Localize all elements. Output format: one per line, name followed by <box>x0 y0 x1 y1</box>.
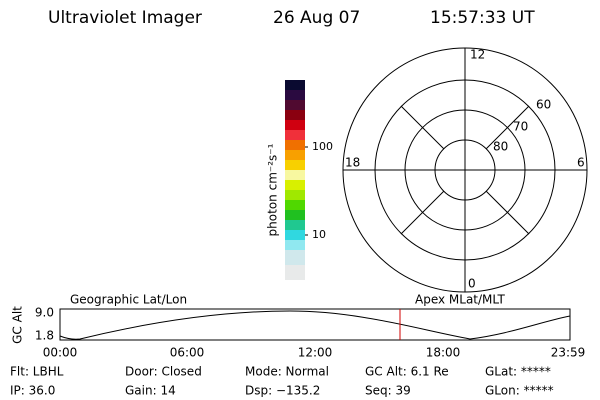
status-field: Door: Closed <box>125 365 202 379</box>
polar-grid: 12 6 18 0 60 70 80 <box>342 47 588 293</box>
plot-title: Apex MLat/MLT <box>415 293 505 307</box>
mlt-label: 18 <box>345 156 360 170</box>
color-swatch <box>285 265 305 280</box>
y-tick-label: 9.0 <box>35 306 54 320</box>
y-label: GC Alt <box>11 306 25 344</box>
mlt-label: 6 <box>577 156 585 170</box>
plot-title: Geographic Lat/Lon <box>70 293 187 307</box>
color-swatch <box>285 170 305 180</box>
colorbar: 100 10 photon cm⁻²s⁻¹ <box>266 80 333 280</box>
x-tick-label: 06:00 <box>170 346 205 360</box>
status-field: Flt: LBHL <box>10 365 64 379</box>
color-swatch <box>285 240 305 250</box>
mlt-label: 12 <box>470 48 485 62</box>
color-swatch <box>285 180 305 190</box>
x-tick-label: 00:00 <box>43 346 78 360</box>
color-swatch <box>285 120 305 130</box>
title: Ultraviolet Imager <box>48 8 202 28</box>
status-field: IP: 36.0 <box>10 384 55 398</box>
status: Flt: LBHL Door: Closed Mode: Normal GC A… <box>10 365 554 398</box>
color-swatch <box>285 90 305 100</box>
status-field: GLat: ***** <box>485 365 551 379</box>
color-swatch <box>285 190 305 200</box>
altitude-curve <box>59 310 571 340</box>
status-field: Dsp: −135.2 <box>245 384 320 398</box>
status-field: Mode: Normal <box>245 365 329 379</box>
y-tick-label: 1.8 <box>35 329 54 343</box>
colorbar-tick: 100 <box>312 140 333 153</box>
date: 26 Aug 07 <box>273 8 360 28</box>
plot-frame <box>59 308 571 341</box>
status-field: GC Alt: 6.1 Re <box>365 365 449 379</box>
color-swatch <box>285 140 305 150</box>
mlt-label: 0 <box>468 277 476 291</box>
spoke <box>400 190 445 235</box>
color-swatch <box>285 130 305 140</box>
status-field: Seq: 39 <box>365 384 411 398</box>
status-field: Gain: 14 <box>125 384 176 398</box>
colorbar-tick: 10 <box>312 228 326 241</box>
status-field: GLon: ***** <box>485 384 554 398</box>
color-swatch <box>285 80 305 90</box>
color-swatch <box>285 230 305 240</box>
time: 15:57:33 UT <box>430 8 535 28</box>
color-swatch <box>285 100 305 110</box>
x-tick-label: 18:00 <box>426 346 461 360</box>
spoke <box>400 105 445 150</box>
color-swatch <box>285 150 305 160</box>
color-swatch <box>285 210 305 220</box>
altitude-plot: Geographic Lat/Lon Apex MLat/MLT GC Alt … <box>11 293 586 360</box>
colorbar-label: photon cm⁻²s⁻¹ <box>266 143 280 236</box>
spoke <box>485 105 530 150</box>
color-swatch <box>285 250 305 265</box>
x-tick-label: 23:59 <box>551 346 586 360</box>
spoke <box>485 190 530 235</box>
color-swatch <box>285 110 305 120</box>
color-swatch <box>285 200 305 210</box>
x-tick-label: 12:00 <box>298 346 333 360</box>
color-swatch <box>285 160 305 170</box>
lat-label: 80 <box>493 140 508 154</box>
color-swatch <box>285 220 305 230</box>
lat-label: 70 <box>513 120 528 134</box>
lat-label: 60 <box>536 98 551 112</box>
